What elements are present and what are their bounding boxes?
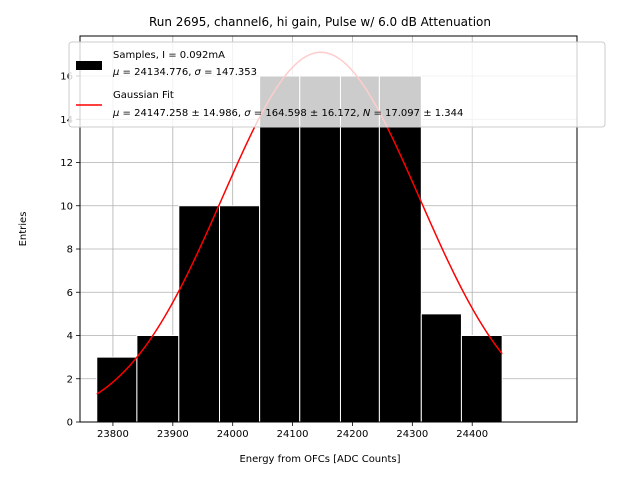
legend-fit-n: N: [363, 108, 371, 119]
y-tick-label: 2: [67, 374, 73, 385]
legend-samples-swatch: [76, 61, 102, 70]
y-tick-label: 14: [60, 115, 73, 126]
histogram-bar: [339, 75, 380, 423]
legend-samples-stats: μ = 24134.776, σ = 147.353: [112, 67, 257, 78]
legend-fit-mu-value: = 24147.258 ± 14.986,: [119, 108, 244, 119]
chart-title: Run 2695, channel6, hi gain, Pulse w/ 6.…: [149, 15, 491, 29]
y-tick-label: 0: [67, 418, 73, 429]
legend-fit-sigma: σ: [244, 108, 251, 119]
x-tick-label: 24400: [456, 429, 488, 440]
legend-samples-label: Samples, I = 0.092mA: [113, 50, 225, 61]
histogram-bars: [96, 75, 503, 423]
y-axis-label: Entries: [18, 212, 29, 247]
legend-samples-mu-value: = 24134.776,: [119, 67, 194, 78]
legend-samples-sigma-value: = 147.353: [201, 67, 257, 78]
legend-box: [68, 41, 606, 128]
histogram-bar: [219, 205, 261, 423]
legend-samples-mu: μ: [112, 67, 119, 78]
legend-samples-sigma: σ: [195, 67, 202, 78]
histogram-bar: [178, 205, 221, 423]
x-tick-label: 24000: [217, 429, 249, 440]
y-tick-label: 8: [67, 245, 73, 256]
y-tick-label: 16: [60, 72, 73, 83]
x-tick-label: 23800: [97, 429, 129, 440]
y-tick-label: 4: [67, 331, 73, 342]
legend-fit-label: Gaussian Fit: [113, 90, 174, 101]
legend-fit-n-value: = 17.097 ± 1.344: [370, 108, 463, 119]
histogram-bar: [259, 75, 301, 423]
legend: Samples, I = 0.092mA μ = 24134.776, σ = …: [68, 41, 606, 128]
x-tick-label: 24300: [396, 429, 428, 440]
y-tick-label: 12: [60, 158, 73, 169]
x-tick-label: 24100: [277, 429, 309, 440]
legend-fit-sigma-value: = 164.598 ± 16.172,: [251, 108, 363, 119]
histogram-bar: [378, 75, 422, 423]
histogram-bar: [460, 335, 503, 423]
histogram-bar: [299, 75, 341, 423]
x-tick-label: 24200: [337, 429, 369, 440]
x-axis-label: Energy from OFCs [ADC Counts]: [239, 454, 400, 465]
x-tick-label: 23900: [157, 429, 189, 440]
y-tick-label: 10: [60, 201, 73, 212]
histogram-bar: [420, 313, 462, 423]
plot-frame: [79, 35, 578, 423]
y-tick-label: 6: [67, 288, 73, 299]
x-axis-ticks: 23800 23900 24000 24100 24200 24300 24400: [97, 422, 488, 440]
legend-fit-mu: μ: [112, 108, 119, 119]
y-axis-ticks: 0 2 4 6 8 10 12 14 16: [60, 72, 80, 429]
legend-fit-stats: μ = 24147.258 ± 14.986, σ = 164.598 ± 16…: [112, 108, 463, 119]
